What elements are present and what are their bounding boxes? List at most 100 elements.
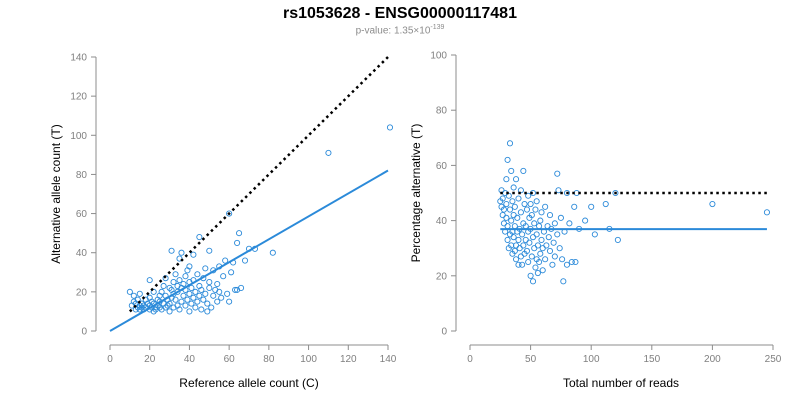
- data-point: [528, 212, 535, 219]
- data-point: [238, 284, 245, 291]
- data-point: [186, 308, 193, 315]
- x-tick-label: 20: [144, 354, 156, 365]
- data-point: [216, 288, 223, 295]
- data-point: [220, 273, 227, 280]
- data-point: [162, 275, 169, 282]
- data-point: [136, 306, 143, 313]
- data-point: [182, 273, 189, 280]
- reference-line: [128, 56, 389, 313]
- chart-title: rs1053628 - ENSG00000117481: [283, 5, 517, 22]
- x-tick-label: 0: [467, 354, 473, 365]
- data-point: [511, 203, 518, 210]
- data-point: [188, 284, 195, 291]
- data-point: [521, 200, 528, 208]
- data-point: [222, 257, 229, 264]
- data-point: [146, 277, 153, 284]
- data-point: [130, 292, 137, 299]
- data-point: [525, 192, 532, 199]
- data-point: [509, 198, 516, 205]
- x-tick-label: 40: [184, 354, 196, 365]
- data-point: [763, 209, 770, 216]
- data-point: [194, 298, 201, 305]
- data-point: [515, 261, 522, 268]
- x-tick-label: 60: [224, 354, 236, 365]
- data-point: [572, 258, 579, 266]
- data-point: [178, 298, 185, 305]
- data-point: [538, 209, 545, 216]
- data-point: [556, 245, 563, 252]
- data-point: [520, 167, 527, 174]
- data-point: [549, 261, 556, 268]
- x-tick-label: 140: [380, 354, 397, 365]
- data-point: [192, 304, 199, 311]
- data-point: [178, 249, 185, 256]
- data-point: [506, 206, 514, 213]
- data-point: [224, 290, 231, 297]
- data-point: [517, 209, 524, 216]
- fit-line: [109, 169, 389, 332]
- data-point: [200, 296, 207, 303]
- x-tick-label: 150: [643, 354, 660, 365]
- data-point: [503, 214, 510, 221]
- data-point: [588, 203, 595, 210]
- data-point: [234, 239, 241, 246]
- data-point: [563, 189, 571, 197]
- data-point: [522, 236, 529, 243]
- data-point: [180, 280, 187, 288]
- data-point: [325, 149, 332, 156]
- data-point: [511, 247, 518, 255]
- data-point: [527, 272, 534, 279]
- y-tick-label: 80: [76, 170, 88, 181]
- data-point: [192, 288, 199, 295]
- data-point: [523, 206, 531, 213]
- data-point: [534, 269, 541, 277]
- y-axis-label: Alternative allele count (T): [49, 124, 63, 263]
- data-point: [554, 170, 561, 177]
- data-point: [537, 250, 544, 257]
- data-point: [529, 278, 537, 285]
- data-point: [513, 256, 520, 263]
- data-point: [214, 298, 221, 305]
- x-tick-label: 250: [765, 354, 782, 365]
- data-point: [506, 140, 514, 147]
- y-tick-label: 100: [70, 131, 87, 142]
- y-tick-label: 100: [430, 51, 447, 62]
- x-tick-label: 50: [525, 354, 537, 365]
- y-tick-label: 40: [76, 248, 88, 259]
- data-point: [158, 288, 165, 295]
- data-point: [202, 265, 209, 272]
- data-point: [162, 304, 169, 311]
- data-point: [527, 200, 534, 208]
- pvalue-text: p-value: 1.35×10: [355, 25, 431, 37]
- y-tick-label: 20: [76, 287, 88, 298]
- data-point: [196, 234, 203, 241]
- data-point: [542, 256, 549, 263]
- data-point: [196, 292, 203, 299]
- data-point: [166, 308, 173, 315]
- data-point: [176, 277, 183, 284]
- data-point: [508, 167, 515, 174]
- data-point: [515, 236, 522, 243]
- data-point: [546, 212, 554, 219]
- data-point: [174, 288, 181, 295]
- data-point: [536, 223, 543, 230]
- data-point: [188, 300, 195, 307]
- data-point: [186, 290, 193, 297]
- percentage-panel: 0 50 100 150 200 250 0 20 40 60 80 100 Total number …: [409, 51, 782, 391]
- data-point: [515, 195, 522, 202]
- data-point: [526, 239, 533, 246]
- x-tick-label: 100: [300, 354, 317, 365]
- data-point: [176, 306, 183, 313]
- data-point: [180, 292, 187, 299]
- y-tick-label: 60: [436, 161, 448, 172]
- data-point: [500, 220, 507, 227]
- x-tick-label: 200: [704, 354, 721, 365]
- data-point: [138, 304, 145, 311]
- data-point: [214, 280, 221, 288]
- data-point: [504, 236, 511, 243]
- data-point: [557, 214, 564, 221]
- data-point: [582, 217, 589, 224]
- data-point: [519, 261, 526, 268]
- data-point: [208, 304, 215, 311]
- data-point: [160, 282, 167, 290]
